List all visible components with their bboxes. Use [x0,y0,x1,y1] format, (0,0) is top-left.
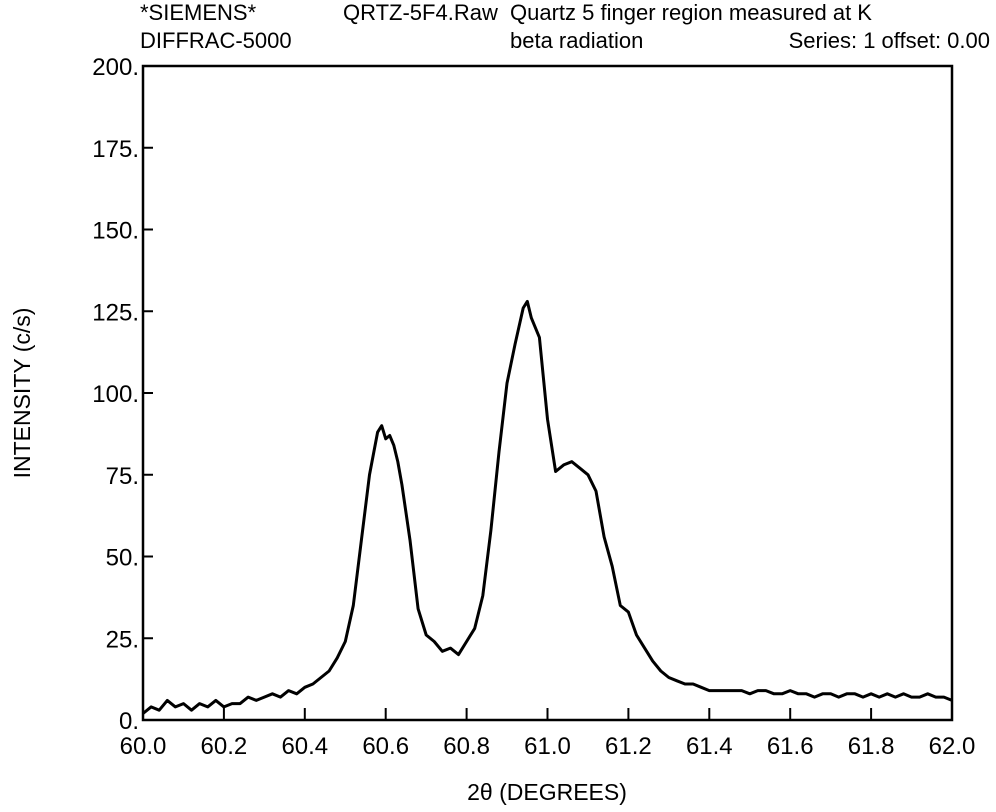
y-axis: 0. 25. 50. 75. 100. 125. 150. 175. 200. [92,54,153,735]
x-tick-label: 62.0 [929,733,976,760]
header-series-info: Series: 1 offset: 0.00 [789,28,990,53]
y-axis-title: INTENSITY (c/s) [9,308,35,479]
series-line-1 [142,299,953,715]
x-axis: 60.0 60.2 60.4 60.6 60.8 61.0 61.2 61.4 61.6 61.8… [120,708,976,760]
y-tick-label: 75. [106,463,139,490]
x-tick-label: 61.6 [767,733,814,760]
y-tick-label: 150. [92,218,139,245]
y-tick-label: 50. [106,545,139,572]
header-description-line2: beta radiation [510,28,643,53]
y-tick-label: 200. [92,54,139,81]
x-tick-label: 60.2 [201,733,248,760]
header-file-name: QRTZ-5F4.Raw [343,0,498,25]
header-brand: *SIEMENS* [140,0,257,25]
y-tick-label: 100. [92,381,139,408]
y-tick-label: 175. [92,136,139,163]
plot-frame [141,64,954,722]
header-instrument: DIFFRAC-5000 [140,28,292,53]
series-layer [142,299,953,715]
header-description-line1: Quartz 5 finger region measured at K [510,0,872,25]
x-tick-label: 60.4 [281,733,328,760]
x-tick-label: 61.4 [686,733,733,760]
y-tick-label: 125. [92,299,139,326]
y-tick-label: 0. [119,708,139,735]
x-tick-label: 61.2 [605,733,652,760]
y-tick-label: 25. [106,626,139,653]
x-tick-label: 60.0 [120,733,167,760]
x-tick-label: 61.0 [524,733,571,760]
x-axis-title: 2θ (DEGREES) [467,779,627,805]
x-tick-label: 60.6 [362,733,409,760]
x-tick-label: 60.8 [443,733,490,760]
x-tick-label: 61.8 [848,733,895,760]
